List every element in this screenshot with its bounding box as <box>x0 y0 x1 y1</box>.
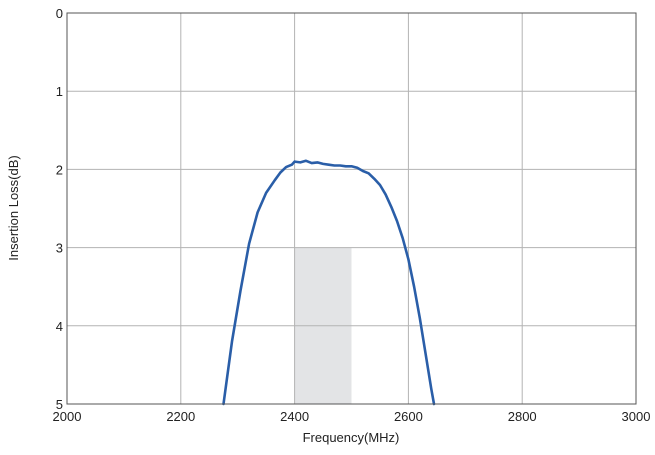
series-layer <box>222 159 436 406</box>
x-tick-labels: 2000 2200 2400 2600 2800 3000 <box>53 409 651 424</box>
y-tick-label: 0 <box>56 6 63 21</box>
y-tick-label: 1 <box>56 84 63 99</box>
x-tick-label: 2000 <box>53 409 82 424</box>
y-tick-label: 2 <box>56 162 63 177</box>
insertion-loss-series-line <box>222 159 436 406</box>
gridlines <box>67 13 636 404</box>
y-tick-label: 5 <box>56 397 63 412</box>
y-tick-label: 4 <box>56 319 63 334</box>
x-tick-label: 2800 <box>508 409 537 424</box>
y-tick-label: 3 <box>56 241 63 256</box>
x-axis-label: Frequency(MHz) <box>303 430 400 445</box>
y-axis-label: Insertion Loss(dB) <box>6 155 21 261</box>
x-tick-label: 2400 <box>280 409 309 424</box>
plot-frame <box>66 12 637 405</box>
x-tick-label: 2600 <box>394 409 423 424</box>
x-tick-label: 3000 <box>622 409 651 424</box>
y-tick-labels: 0 1 2 3 4 5 <box>56 6 63 412</box>
x-tick-label: 2200 <box>166 409 195 424</box>
